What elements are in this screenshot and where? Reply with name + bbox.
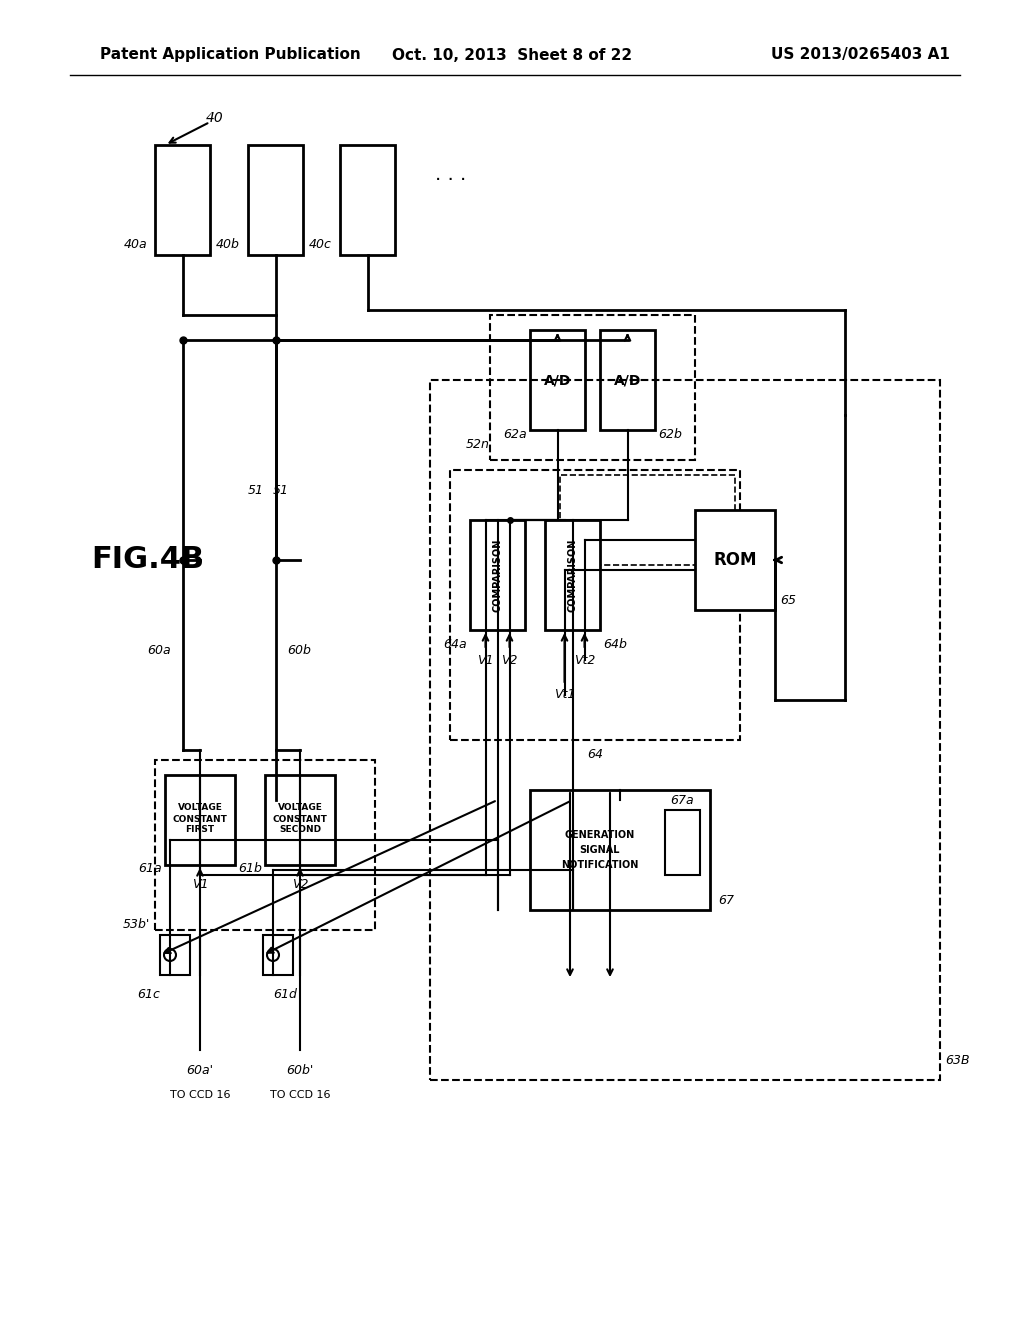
Text: 40c: 40c	[309, 239, 332, 252]
Bar	[155, 760, 375, 931]
Bar	[155, 145, 210, 255]
Text: 64a: 64a	[443, 639, 467, 652]
Bar	[600, 330, 655, 430]
Bar	[545, 520, 600, 630]
Text: CONSTANT: CONSTANT	[272, 816, 328, 825]
Text: 51: 51	[272, 483, 289, 496]
Text: Oct. 10, 2013  Sheet 8 of 22: Oct. 10, 2013 Sheet 8 of 22	[392, 48, 632, 62]
Text: FIG.4B: FIG.4B	[91, 545, 205, 574]
Text: 67: 67	[718, 894, 734, 907]
Text: US 2013/0265403 A1: US 2013/0265403 A1	[771, 48, 950, 62]
Bar	[450, 470, 740, 741]
Text: . . .: . . .	[435, 165, 466, 185]
Text: GENERATION: GENERATION	[565, 830, 635, 840]
Text: 61d: 61d	[273, 989, 297, 1002]
Text: SIGNAL: SIGNAL	[580, 845, 621, 855]
Bar	[248, 145, 303, 255]
Text: SECOND: SECOND	[279, 825, 322, 834]
Text: VOLTAGE: VOLTAGE	[177, 804, 222, 813]
Text: COMPARISON: COMPARISON	[567, 539, 578, 611]
Text: V1: V1	[191, 879, 208, 891]
Text: ROM: ROM	[714, 550, 757, 569]
Bar	[665, 810, 700, 875]
Text: 40b: 40b	[216, 239, 240, 252]
Text: TO CCD 16: TO CCD 16	[170, 1090, 230, 1100]
Text: TO CCD 16: TO CCD 16	[269, 1090, 331, 1100]
Text: 52n: 52n	[466, 438, 490, 451]
Bar	[490, 315, 695, 459]
Text: 51: 51	[248, 483, 263, 496]
Text: 60b': 60b'	[287, 1064, 313, 1077]
Text: V2: V2	[292, 879, 308, 891]
Text: Vt2: Vt2	[573, 653, 595, 667]
Bar	[160, 935, 190, 975]
Bar	[530, 330, 585, 430]
Text: 60b: 60b	[288, 644, 311, 656]
Text: 53b': 53b'	[123, 919, 150, 932]
Text: 60a': 60a'	[186, 1064, 213, 1077]
Text: 61b: 61b	[239, 862, 262, 874]
Bar	[263, 935, 293, 975]
Text: 65: 65	[780, 594, 796, 606]
Text: 64: 64	[587, 748, 603, 762]
Text: V1: V1	[477, 653, 494, 667]
Text: Patent Application Publication: Patent Application Publication	[100, 48, 360, 62]
Text: A/D: A/D	[613, 374, 641, 387]
Bar	[695, 510, 775, 610]
Bar	[265, 775, 335, 865]
Text: 63B: 63B	[945, 1053, 970, 1067]
Bar	[165, 775, 234, 865]
Bar	[530, 789, 710, 909]
Text: COMPARISON: COMPARISON	[493, 539, 503, 611]
Bar	[560, 475, 735, 565]
Text: 40a: 40a	[123, 239, 147, 252]
Text: CONSTANT: CONSTANT	[173, 816, 227, 825]
Text: VOLTAGE: VOLTAGE	[278, 804, 323, 813]
Text: V2: V2	[502, 653, 518, 667]
Bar	[470, 520, 525, 630]
Text: 64b: 64b	[603, 639, 627, 652]
Text: 60a: 60a	[146, 644, 171, 656]
Text: Vt1: Vt1	[554, 689, 575, 701]
Text: 67a: 67a	[670, 793, 694, 807]
Text: 61a: 61a	[138, 862, 162, 874]
Bar	[430, 380, 940, 1080]
Text: FIRST: FIRST	[185, 825, 215, 834]
Bar	[340, 145, 395, 255]
Text: A/D: A/D	[544, 374, 571, 387]
Text: 40: 40	[206, 111, 224, 125]
Text: 62a: 62a	[504, 429, 527, 441]
Text: 61c: 61c	[137, 989, 160, 1002]
Text: NOTIFICATION: NOTIFICATION	[561, 861, 639, 870]
Text: 62b: 62b	[658, 429, 682, 441]
